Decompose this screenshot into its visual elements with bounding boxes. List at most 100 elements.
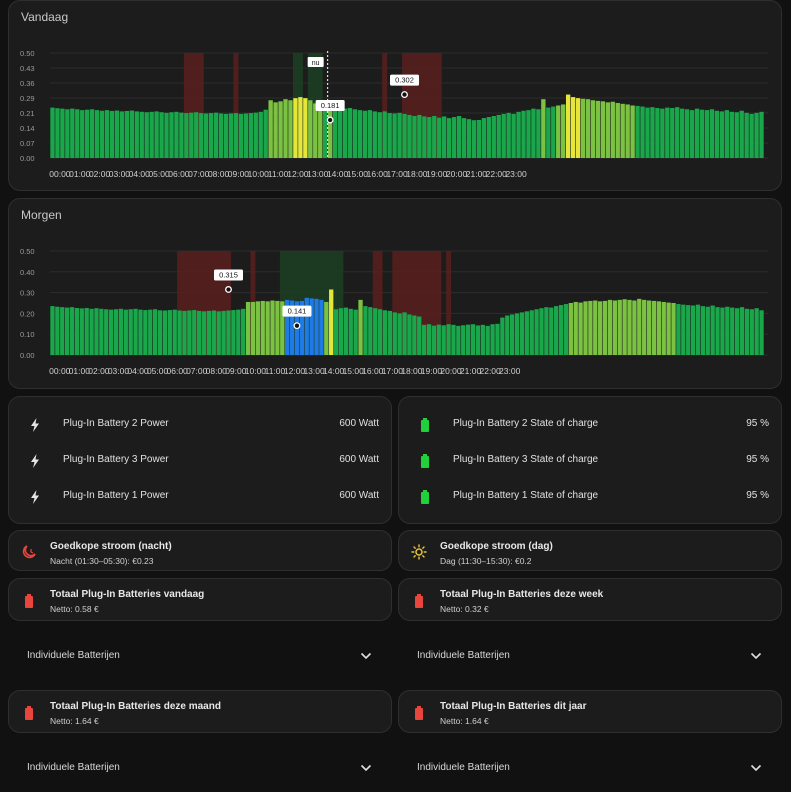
- price-bar: [74, 307, 80, 355]
- price-bar: [486, 117, 491, 158]
- price-bar: [128, 309, 133, 355]
- cheap-period-zone: [338, 251, 344, 355]
- price-bar: [288, 100, 293, 158]
- entity-row-battery-3-soc[interactable]: Plug-In Battery 3 State of charge 95 %: [399, 443, 781, 479]
- cheap-power-day-tile[interactable]: Goedkope stroom (dag) Dag (11:30–15:30):…: [398, 530, 782, 571]
- total-batteries-week-tile[interactable]: Totaal Plug-In Batteries deze week Netto…: [398, 578, 782, 621]
- price-bar: [607, 299, 613, 355]
- price-bar: [734, 308, 740, 355]
- price-bar: [309, 298, 314, 355]
- price-bar: [491, 116, 496, 158]
- price-bar: [299, 300, 305, 355]
- price-bar: [561, 104, 566, 158]
- total-batteries-today-tile[interactable]: Totaal Plug-In Batteries vandaag Netto: …: [8, 578, 392, 621]
- individual-batteries-expander-right-2[interactable]: Individuele Batterijen: [398, 751, 782, 785]
- price-bar: [265, 301, 270, 355]
- y-tick-label: 0.50: [20, 247, 35, 256]
- battery-full-icon: [421, 454, 429, 468]
- price-bar: [670, 108, 675, 158]
- individual-batteries-expander-left-1[interactable]: Individuele Batterijen: [8, 639, 392, 673]
- price-bar: [104, 309, 109, 355]
- price-bar: [162, 310, 168, 355]
- y-tick-label: 0.10: [20, 330, 35, 339]
- price-bar: [138, 309, 143, 355]
- x-tick-label: 10:00: [245, 366, 267, 376]
- y-tick-label: 0.07: [20, 139, 35, 148]
- price-bar: [368, 307, 373, 355]
- expensive-period-zone: [233, 53, 239, 158]
- battery-icon: [25, 706, 33, 720]
- entity-name: Plug-In Battery 1 State of charge: [453, 490, 599, 501]
- x-tick-label: 21:00: [460, 366, 482, 376]
- price-bar: [164, 112, 169, 158]
- y-tick-label: 0.00: [20, 351, 35, 360]
- price-bar: [353, 309, 358, 355]
- battery-icon: [415, 706, 423, 720]
- price-bar: [451, 324, 456, 355]
- expensive-period-zone: [382, 53, 388, 158]
- entity-row-battery-2-soc[interactable]: Plug-In Battery 2 State of charge 95 %: [399, 407, 781, 443]
- price-bar: [759, 310, 764, 355]
- chevron-down-icon: [360, 764, 372, 772]
- price-bar: [114, 110, 120, 158]
- moon-clock-icon: [22, 545, 36, 559]
- price-bar: [149, 111, 154, 158]
- price-bar: [617, 299, 622, 355]
- price-bar: [172, 309, 177, 355]
- x-tick-label: 06:00: [167, 366, 189, 376]
- y-tick-label: 0.00: [20, 154, 35, 163]
- price-bar: [338, 308, 344, 355]
- entity-row-battery-2-power[interactable]: Plug-In Battery 2 Power 600 Watt: [9, 407, 391, 443]
- price-bar: [134, 111, 139, 158]
- price-bar: [709, 109, 715, 158]
- price-bar: [744, 308, 750, 355]
- price-bar: [382, 310, 388, 355]
- price-bar: [749, 113, 754, 158]
- price-bar: [431, 325, 437, 355]
- x-tick-label: 09:00: [228, 169, 250, 179]
- total-batteries-year-tile[interactable]: Totaal Plug-In Batteries dit jaar Netto:…: [398, 690, 782, 733]
- x-tick-label: 18:00: [401, 366, 423, 376]
- price-bar: [754, 112, 759, 158]
- individual-batteries-expander-left-2[interactable]: Individuele Batterijen: [8, 751, 392, 785]
- price-bar: [729, 111, 734, 158]
- x-tick-label: 11:00: [268, 169, 289, 179]
- price-bar: [724, 110, 729, 158]
- x-tick-label: 14:00: [327, 169, 349, 179]
- price-bar: [304, 297, 309, 355]
- price-bar: [211, 310, 216, 355]
- price-bar: [50, 306, 55, 355]
- price-bar: [238, 113, 244, 158]
- price-bar: [226, 310, 231, 355]
- price-bar: [650, 107, 655, 158]
- price-bar: [241, 308, 246, 355]
- price-bar: [734, 112, 739, 158]
- price-bar: [85, 109, 90, 158]
- price-bar: [392, 113, 397, 158]
- cheap-power-night-tile[interactable]: Goedkope stroom (nacht) Nacht (01:30–05:…: [8, 530, 392, 571]
- chevron-down-icon: [360, 652, 372, 660]
- x-tick-label: 13:00: [303, 366, 325, 376]
- price-bar: [268, 100, 273, 158]
- price-bar: [575, 98, 581, 158]
- individual-batteries-expander-right-1[interactable]: Individuele Batterijen: [398, 639, 782, 673]
- price-bar: [551, 106, 556, 158]
- price-bar: [531, 108, 536, 158]
- price-bar: [461, 325, 466, 355]
- price-bar: [182, 310, 187, 355]
- x-tick-label: 05:00: [148, 169, 170, 179]
- today-price-chart[interactable]: 0.50 0.43 0.36 0.29 0.21 0.14 0.07 0.00 00:0001:…: [9, 1, 783, 192]
- y-tick-label: 0.36: [20, 79, 35, 88]
- price-bar: [583, 301, 588, 355]
- price-bar: [50, 107, 55, 158]
- entity-row-battery-1-power[interactable]: Plug-In Battery 1 Power 600 Watt: [9, 479, 391, 515]
- total-batteries-month-tile[interactable]: Totaal Plug-In Batteries deze maand Nett…: [8, 690, 392, 733]
- price-bar: [70, 108, 75, 158]
- expander-label: Individuele Batterijen: [27, 762, 120, 773]
- entity-row-battery-1-soc[interactable]: Plug-In Battery 1 State of charge 95 %: [399, 479, 781, 515]
- marker-label-box: [282, 305, 312, 317]
- entity-row-battery-3-power[interactable]: Plug-In Battery 3 Power 600 Watt: [9, 443, 391, 479]
- price-bar: [363, 306, 368, 355]
- price-bar: [392, 312, 397, 355]
- tomorrow-price-chart[interactable]: 0.500.400.300.200.100.0000:0001:0002:000…: [9, 199, 783, 390]
